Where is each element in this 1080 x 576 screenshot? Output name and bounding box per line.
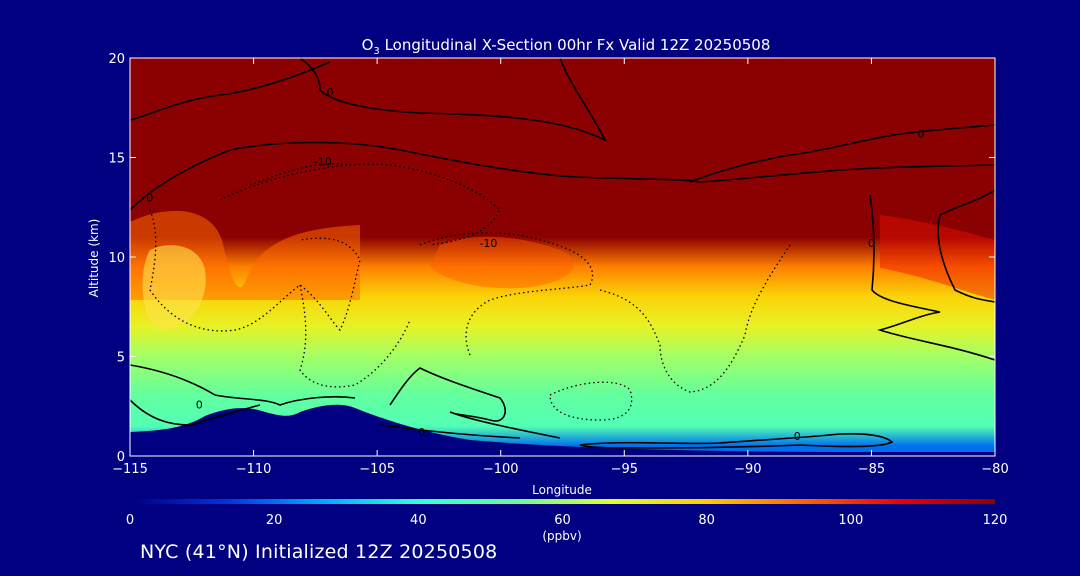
contour-labels: 0 0 0 0 0 0 0 -10 -10 bbox=[146, 86, 924, 443]
contour-line bbox=[130, 399, 261, 426]
contour-line bbox=[389, 367, 561, 439]
x-tick-label: −80 bbox=[981, 462, 1008, 477]
contour-label: 0 bbox=[418, 426, 425, 439]
enhanced-ozone-patch bbox=[430, 236, 575, 289]
ozone-anomaly-contours bbox=[130, 58, 995, 449]
y-tick-label: 0 bbox=[117, 450, 125, 465]
chart-title: O3 Longitudinal X-Section 00hr Fx Valid … bbox=[362, 36, 771, 57]
x-tick-label: −105 bbox=[359, 462, 395, 477]
colorbar-tick-label: 100 bbox=[838, 513, 863, 528]
x-tick-label: −115 bbox=[112, 462, 148, 477]
contour-line bbox=[299, 58, 607, 142]
contour-line bbox=[379, 424, 521, 439]
contour-line bbox=[689, 124, 995, 183]
contour-label: -10 bbox=[479, 237, 497, 250]
contour-label: 0 bbox=[196, 398, 203, 411]
contour-label: 0 bbox=[794, 430, 801, 443]
contour-line bbox=[130, 61, 331, 121]
x-tick-label: −95 bbox=[611, 462, 638, 477]
colorbar-ticks: 0 20 40 60 80 100 120 bbox=[126, 513, 1008, 528]
x-tick-label: −110 bbox=[236, 462, 272, 477]
colorbar-tick-label: 40 bbox=[410, 513, 427, 528]
east-high-ozone bbox=[880, 215, 995, 300]
dotted-contour bbox=[149, 209, 361, 332]
colorbar bbox=[130, 499, 995, 504]
y-axis: 0 5 10 15 20 bbox=[108, 52, 995, 465]
y-axis-label: Altitude (km) bbox=[87, 219, 101, 298]
x-axis: −115 −110 −105 −100 −95 −90 −85 −80 bbox=[112, 58, 1009, 477]
y-tick-label: 10 bbox=[108, 251, 125, 266]
x-tick-label: −100 bbox=[483, 462, 519, 477]
low-ozone-pocket bbox=[142, 245, 206, 330]
x-axis-label: Longitude bbox=[532, 483, 592, 497]
contour-line bbox=[869, 194, 995, 361]
contour-label: -10 bbox=[314, 155, 332, 168]
y-tick-label: 20 bbox=[108, 52, 125, 67]
contour-label: 0 bbox=[917, 128, 924, 141]
dotted-contour bbox=[299, 284, 411, 388]
colorbar-unit: (ppbv) bbox=[542, 529, 581, 543]
y-tick-label: 5 bbox=[117, 351, 125, 366]
dotted-contour bbox=[599, 244, 791, 393]
colorbar-tick-label: 120 bbox=[983, 513, 1008, 528]
colorbar-tick-label: 0 bbox=[126, 513, 134, 528]
y-tick-label: 15 bbox=[108, 152, 125, 167]
contour-line bbox=[937, 189, 995, 303]
ozone-field bbox=[130, 58, 995, 456]
initialization-caption: NYC (41°N) Initialized 12Z 20250508 bbox=[140, 541, 498, 563]
contour-line bbox=[130, 141, 995, 211]
contour-label: 0 bbox=[327, 86, 334, 99]
colorbar-tick-label: 20 bbox=[266, 513, 283, 528]
x-tick-label: −90 bbox=[734, 462, 761, 477]
colorbar-tick-label: 60 bbox=[554, 513, 571, 528]
negative-anomaly-contours bbox=[149, 163, 791, 421]
contour-line bbox=[130, 364, 356, 406]
dotted-contour bbox=[419, 232, 594, 356]
terrain bbox=[130, 404, 995, 456]
contour-label: 0 bbox=[146, 191, 153, 204]
colorbar-tick-label: 80 bbox=[698, 513, 715, 528]
contour-line bbox=[579, 433, 894, 449]
x-tick-label: −85 bbox=[858, 462, 885, 477]
contour-label: 0 bbox=[868, 237, 875, 250]
